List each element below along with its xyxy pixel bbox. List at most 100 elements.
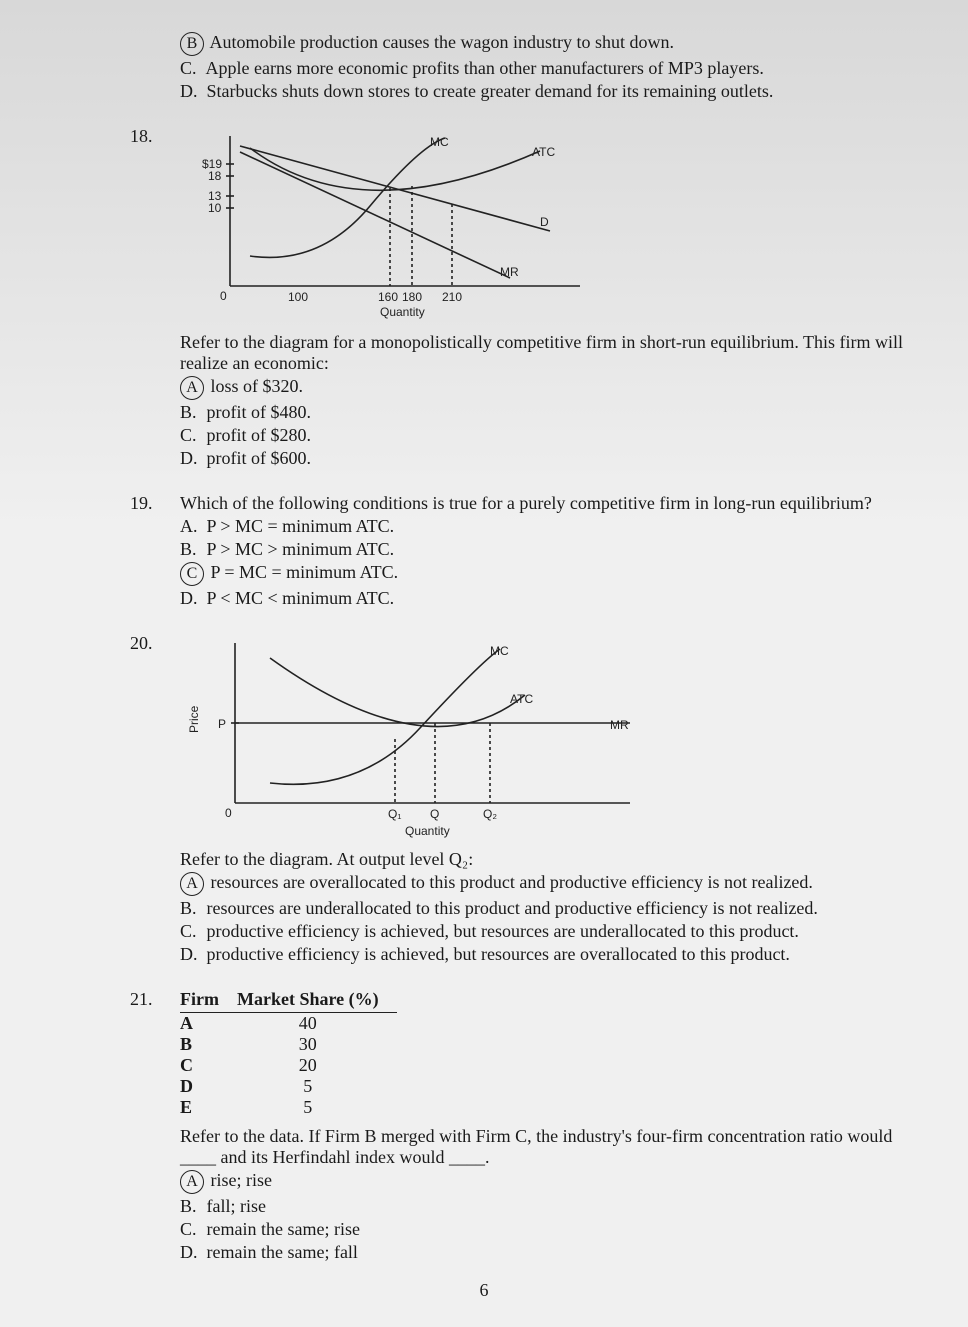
q20: 20. Price P 0 (60, 633, 908, 965)
option-letter: C. (180, 58, 202, 79)
table-cell: 5 (237, 1076, 397, 1097)
table-row: D5 (180, 1076, 397, 1097)
q19-option: A. P > MC = minimum ATC. (180, 516, 908, 537)
svg-text:P: P (218, 717, 226, 731)
option-letter: D. (180, 1242, 202, 1263)
q20-option: B. resources are underallocated to this … (180, 898, 908, 919)
option-text: profit of $600. (202, 448, 311, 468)
q19-number: 19. (130, 493, 153, 514)
q17-option: B Automobile production causes the wagon… (180, 32, 908, 56)
q20-option: D. productive efficiency is achieved, bu… (180, 944, 908, 965)
svg-text:0: 0 (220, 289, 227, 303)
table-cell: 40 (237, 1013, 397, 1035)
table-cell: C (180, 1055, 237, 1076)
q21-number: 21. (130, 989, 153, 1010)
svg-text:ATC: ATC (510, 692, 533, 706)
option-letter: A. (180, 516, 202, 537)
q18-option: C. profit of $280. (180, 425, 908, 446)
table-cell: 5 (237, 1097, 397, 1118)
option-text: P < MC < minimum ATC. (202, 588, 394, 608)
q18-option: B. profit of $480. (180, 402, 908, 423)
q18-chart: $19 18 13 10 100 160 180 210 0 Quantity (180, 126, 600, 326)
q17-option: D. Starbucks shuts down stores to create… (180, 81, 908, 102)
svg-text:Price: Price (187, 705, 201, 733)
option-text: resources are overallocated to this prod… (206, 872, 813, 892)
q20-option: C. productive efficiency is achieved, bu… (180, 921, 908, 942)
option-letter: C (180, 562, 204, 586)
q21: 21. Firm Market Share (%) A40B30C20D5E5 … (60, 989, 908, 1263)
option-letter: C. (180, 1219, 202, 1240)
svg-text:Quantity: Quantity (380, 305, 425, 319)
option-text: rise; rise (206, 1170, 272, 1190)
q21-option: D. remain the same; fall (180, 1242, 908, 1263)
q19-option: C P = MC = minimum ATC. (180, 562, 908, 586)
q17-tail: B Automobile production causes the wagon… (60, 32, 908, 102)
option-text: productive efficiency is achieved, but r… (202, 944, 790, 964)
svg-text:MC: MC (430, 135, 449, 149)
svg-text:Q: Q (430, 807, 439, 821)
q20-number: 20. (130, 633, 153, 654)
table-row: C20 (180, 1055, 397, 1076)
q20-option: A resources are overallocated to this pr… (180, 872, 908, 896)
option-text: P = MC = minimum ATC. (206, 562, 398, 582)
table-cell: B (180, 1034, 237, 1055)
q19-prompt: Which of the following conditions is tru… (180, 493, 908, 514)
q21-prompt: Refer to the data. If Firm B merged with… (180, 1126, 908, 1168)
table-header: Market Share (%) (237, 989, 397, 1013)
option-text: remain the same; rise (202, 1219, 360, 1239)
option-text: P > MC = minimum ATC. (202, 516, 394, 536)
q21-table: Firm Market Share (%) A40B30C20D5E5 (180, 989, 397, 1118)
option-text: profit of $480. (202, 402, 311, 422)
option-letter: D. (180, 588, 202, 609)
q19: 19. Which of the following conditions is… (60, 493, 908, 609)
option-letter: D. (180, 944, 202, 965)
option-letter: D. (180, 448, 202, 469)
option-letter: B. (180, 898, 202, 919)
svg-text:0: 0 (225, 806, 232, 820)
q19-option: D. P < MC < minimum ATC. (180, 588, 908, 609)
option-letter: B. (180, 402, 202, 423)
svg-text:180: 180 (402, 290, 422, 304)
svg-text:ATC: ATC (532, 145, 555, 159)
option-text: Automobile production causes the wagon i… (206, 32, 674, 52)
q18-option: A loss of $320. (180, 376, 908, 400)
option-text: profit of $280. (202, 425, 311, 445)
svg-text:10: 10 (208, 201, 222, 215)
table-row: B30 (180, 1034, 397, 1055)
q18-prompt: Refer to the diagram for a monopolistica… (180, 332, 908, 374)
option-letter: B. (180, 1196, 202, 1217)
q21-option: A rise; rise (180, 1170, 908, 1194)
table-cell: E (180, 1097, 237, 1118)
option-text: resources are underallocated to this pro… (202, 898, 818, 918)
option-text: Starbucks shuts down stores to create gr… (202, 81, 773, 101)
svg-text:MR: MR (610, 718, 629, 732)
svg-text:100: 100 (288, 290, 308, 304)
option-letter: C. (180, 921, 202, 942)
option-text: Apple earns more economic profits than o… (202, 58, 764, 78)
option-text: productive efficiency is achieved, but r… (202, 921, 799, 941)
table-cell: 20 (237, 1055, 397, 1076)
worksheet-page: B Automobile production causes the wagon… (0, 0, 968, 1327)
svg-text:Quantity: Quantity (405, 824, 450, 838)
table-row: A40 (180, 1013, 397, 1035)
table-cell: 30 (237, 1034, 397, 1055)
svg-text:160: 160 (378, 290, 398, 304)
option-text: fall; rise (202, 1196, 266, 1216)
table-header: Firm (180, 989, 237, 1013)
svg-text:210: 210 (442, 290, 462, 304)
table-cell: D (180, 1076, 237, 1097)
svg-text:MR: MR (500, 265, 519, 279)
q19-option: B. P > MC > minimum ATC. (180, 539, 908, 560)
page-number: 6 (0, 1280, 968, 1301)
table-cell: A (180, 1013, 237, 1035)
svg-text:MC: MC (490, 644, 509, 658)
option-text: P > MC > minimum ATC. (202, 539, 394, 559)
svg-text:Q₁: Q₁ (388, 807, 401, 821)
option-letter: A (180, 1170, 204, 1194)
q18: 18. $19 18 13 10 100 (60, 126, 908, 469)
option-letter: D. (180, 81, 202, 102)
option-letter: B (180, 32, 204, 56)
option-letter: C. (180, 425, 202, 446)
option-letter: A (180, 376, 204, 400)
q20-prompt: Refer to the diagram. At output level Q₂… (180, 849, 908, 870)
